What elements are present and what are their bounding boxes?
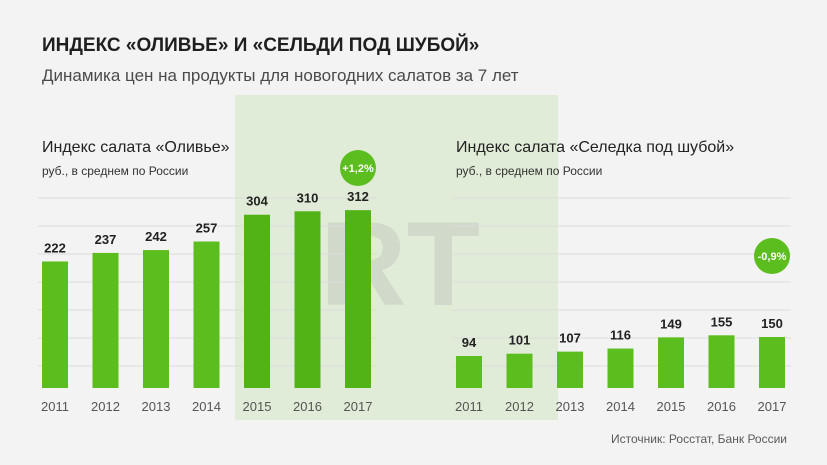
x-tick-label: 2012 (505, 399, 534, 414)
value-label: 304 (246, 194, 268, 209)
bar-2011 (456, 356, 482, 388)
x-tick-label: 2016 (293, 399, 322, 414)
value-label: 222 (44, 240, 66, 255)
value-label: 94 (462, 335, 477, 350)
x-tick-label: 2016 (707, 399, 736, 414)
value-label: 149 (660, 316, 682, 331)
bar-2011 (42, 261, 68, 388)
value-label: 155 (711, 314, 733, 329)
change-badge (754, 238, 790, 274)
source-note: Источник: Росстат, Банк России (611, 432, 787, 446)
x-tick-label: 2017 (344, 399, 373, 414)
page-title: ИНДЕКС «ОЛИВЬЕ» И «СЕЛЬДИ ПОД ШУБОЙ» (42, 35, 480, 56)
bar-2012 (506, 353, 533, 388)
chart-panel-2: Индекс салата «Селедка под шубой» руб., в… (452, 139, 791, 414)
x-tick-label: 2013 (556, 399, 585, 414)
chart-title: Индекс салата «Селедка под шубой» (456, 139, 734, 156)
chart-panel-1: Индекс салата «Оливье» руб., в среднем по… (38, 139, 377, 414)
chart-unit: руб., в среднем по России (456, 164, 602, 178)
value-label: 312 (347, 189, 369, 204)
bar-2016 (708, 335, 735, 388)
x-tick-label: 2017 (758, 399, 787, 414)
change-badge-label: -0,9% (758, 251, 787, 263)
page-subtitle: Динамика цен на продукты для новогодних … (42, 66, 519, 85)
value-label: 116 (610, 328, 631, 343)
x-tick-label: 2011 (41, 399, 69, 414)
bar-2013 (143, 250, 169, 388)
bar-2012 (92, 252, 119, 388)
change-badge (340, 150, 376, 186)
value-label: 150 (761, 316, 783, 331)
bar-2013 (557, 351, 583, 388)
value-label: 101 (509, 333, 531, 348)
x-tick-label: 2013 (142, 399, 171, 414)
chart-title: Индекс салата «Оливье» (42, 139, 230, 156)
bar-2016 (294, 211, 321, 388)
chart-unit: руб., в среднем по России (42, 164, 188, 178)
value-label: 237 (95, 232, 117, 247)
bar-2014 (193, 241, 220, 388)
watermark-logo: RT (320, 197, 480, 331)
value-label: 107 (559, 331, 581, 346)
value-label: 242 (145, 229, 167, 244)
x-tick-label: 2012 (91, 399, 120, 414)
bar-2015 (244, 214, 270, 388)
value-label: 310 (297, 190, 319, 205)
x-tick-label: 2014 (192, 399, 221, 414)
x-tick-label: 2015 (657, 399, 686, 414)
x-tick-label: 2014 (606, 399, 635, 414)
x-tick-label: 2011 (455, 399, 483, 414)
value-label: 257 (196, 221, 218, 236)
bar-2014 (607, 348, 634, 388)
bar-2017 (759, 337, 785, 388)
change-badge-label: +1,2% (342, 163, 374, 175)
bar-2015 (658, 337, 684, 388)
bar-2017 (345, 210, 371, 388)
x-tick-label: 2015 (243, 399, 272, 414)
